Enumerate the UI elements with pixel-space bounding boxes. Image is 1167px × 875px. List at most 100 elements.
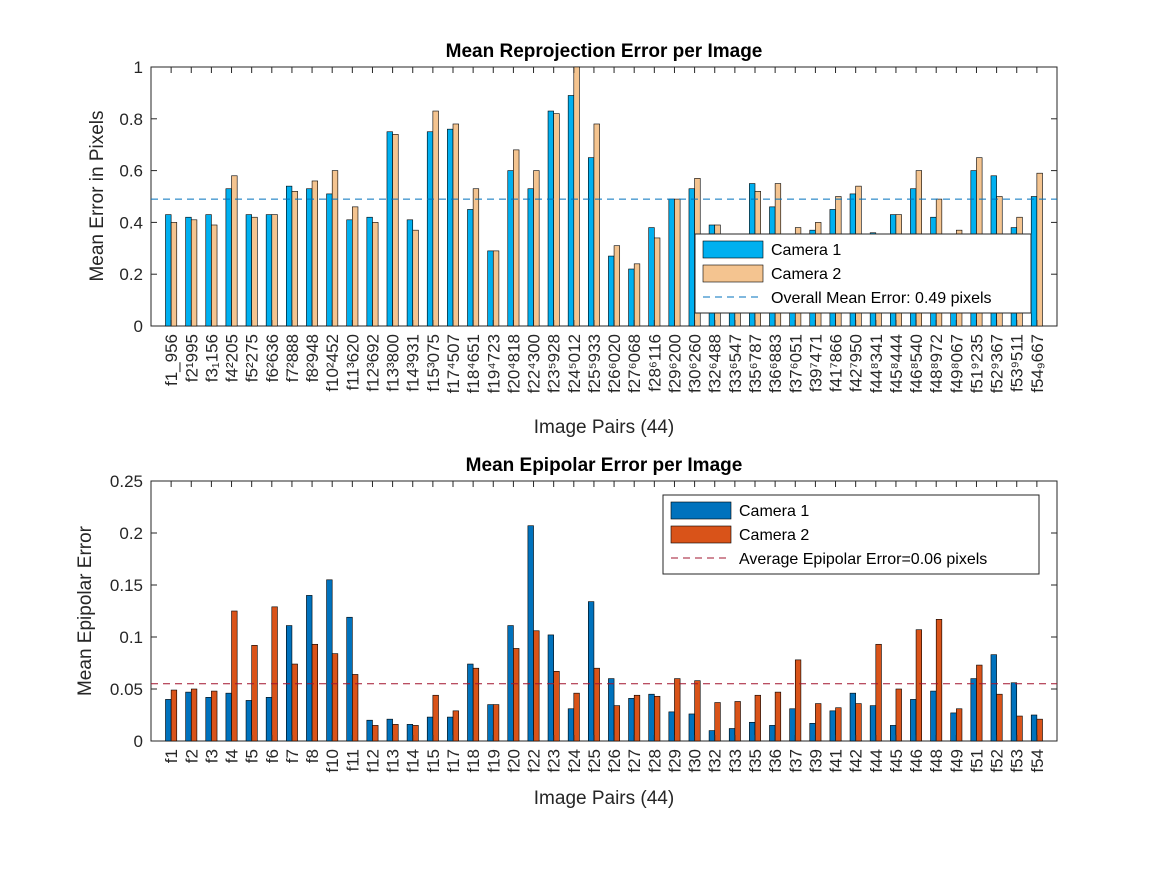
bar-camera-1 bbox=[265, 697, 273, 742]
bar-camera-1 bbox=[1030, 714, 1038, 742]
x-tick-label: f39 bbox=[806, 749, 825, 773]
x-tick-label: f12³692 bbox=[363, 334, 382, 392]
bar-camera-1 bbox=[366, 216, 373, 327]
bar-camera-1 bbox=[547, 110, 554, 327]
legend-reference-label: Overall Mean Error: 0.49 pixels bbox=[771, 290, 992, 307]
bar-camera-2 bbox=[271, 214, 278, 327]
x-tick-label: f19 bbox=[484, 749, 503, 773]
bar-camera-1 bbox=[205, 214, 212, 327]
x-tick-label: f1_956 bbox=[162, 334, 181, 386]
bar-camera-2 bbox=[452, 710, 459, 742]
bar-camera-2 bbox=[654, 237, 661, 327]
bar-camera-2 bbox=[633, 694, 641, 742]
bar-camera-2 bbox=[170, 689, 178, 742]
bar-camera-1 bbox=[648, 227, 655, 327]
bar-camera-2 bbox=[875, 643, 882, 742]
x-tick-label: f42 bbox=[847, 749, 866, 773]
bar-camera-1 bbox=[1030, 196, 1038, 327]
bar-camera-1 bbox=[426, 716, 434, 742]
bar-camera-2 bbox=[412, 725, 419, 742]
x-tick-label: f7²888 bbox=[283, 334, 302, 382]
bar-camera-2 bbox=[835, 707, 842, 742]
bar-camera-2 bbox=[996, 693, 1003, 742]
y-tick-label: 0.1 bbox=[119, 628, 143, 647]
x-tick-label: f28 bbox=[645, 749, 664, 773]
bar-camera-2 bbox=[271, 606, 278, 742]
x-tick-label: f4²205 bbox=[223, 334, 242, 382]
bar-camera-2 bbox=[654, 695, 661, 742]
bar-camera-1 bbox=[628, 268, 635, 327]
bar-camera-1 bbox=[668, 711, 675, 742]
x-tick-label: f37⁶051 bbox=[786, 334, 805, 393]
bar-camera-1 bbox=[809, 723, 816, 742]
x-tick-label: f28⁶116 bbox=[645, 334, 664, 392]
bar-camera-2 bbox=[211, 690, 218, 742]
x-tick-label: f35⁶787 bbox=[746, 334, 765, 393]
bar-camera-1 bbox=[406, 219, 414, 327]
x-tick-label: f48⁸972 bbox=[927, 334, 946, 393]
bar-camera-2 bbox=[231, 175, 238, 327]
x-tick-label: f7 bbox=[283, 749, 302, 763]
bar-camera-1 bbox=[950, 712, 957, 742]
bar-camera-1 bbox=[1010, 682, 1018, 742]
bar-camera-2 bbox=[956, 708, 963, 742]
x-tick-label: f22 bbox=[525, 749, 544, 773]
bar-camera-2 bbox=[1036, 172, 1043, 327]
epipolar-error-chart: Mean Epipolar Error per Image 0 0.05 0.1 0.… bbox=[75, 455, 1058, 809]
x-tick-label: f48 bbox=[927, 749, 946, 773]
bar-camera-1 bbox=[447, 716, 454, 742]
x-tick-label: f30 bbox=[686, 749, 705, 773]
bar-camera-1 bbox=[306, 188, 313, 327]
bar-camera-2 bbox=[392, 134, 399, 327]
bar-camera-1 bbox=[205, 697, 212, 742]
legend-label: Camera 2 bbox=[771, 266, 841, 283]
bar-camera-2 bbox=[976, 664, 983, 742]
x-tick-label: f39⁷471 bbox=[806, 334, 825, 392]
bar-camera-2 bbox=[331, 653, 339, 742]
bar-camera-1 bbox=[346, 219, 353, 327]
bar-camera-2 bbox=[573, 66, 580, 327]
x-tick-label: f25 bbox=[585, 749, 604, 773]
bar-camera-1 bbox=[507, 625, 514, 742]
bar-camera-1 bbox=[648, 693, 655, 742]
bar-camera-1 bbox=[567, 708, 575, 742]
bar-camera-1 bbox=[628, 698, 635, 742]
bar-camera-2 bbox=[190, 219, 198, 327]
bar-camera-2 bbox=[593, 123, 600, 327]
chart-title: Mean Epipolar Error per Image bbox=[466, 455, 743, 476]
bar-camera-2 bbox=[492, 250, 500, 327]
bar-camera-2 bbox=[513, 149, 520, 327]
x-tick-label: f44⁸341 bbox=[867, 334, 886, 393]
x-tick-label: f1 bbox=[162, 749, 181, 763]
bar-camera-1 bbox=[225, 692, 232, 742]
x-tick-label: f3₁156 bbox=[202, 334, 221, 382]
bar-camera-2 bbox=[694, 680, 701, 742]
y-axis-label: Mean Epipolar Error bbox=[75, 525, 96, 696]
x-tick-label: f17⁴507 bbox=[444, 334, 463, 393]
y-tick-label: 0.2 bbox=[119, 524, 143, 543]
x-tick-label: f45⁸444 bbox=[887, 334, 906, 393]
x-tick-label: f36⁶883 bbox=[766, 334, 785, 393]
x-tick-label: f26⁶020 bbox=[605, 334, 624, 393]
x-tick-label: f10²452 bbox=[323, 334, 342, 392]
x-tick-label: f18 bbox=[464, 749, 483, 773]
bar-camera-1 bbox=[708, 730, 716, 742]
x-tick-label: f42⁷950 bbox=[847, 334, 866, 392]
x-axis-label: Image Pairs (44) bbox=[534, 417, 674, 438]
bar-camera-2 bbox=[513, 648, 520, 742]
bar-camera-2 bbox=[472, 188, 480, 327]
bar-camera-2 bbox=[815, 703, 822, 742]
bar-camera-1 bbox=[547, 634, 554, 742]
x-tick-label: f53 bbox=[1008, 749, 1027, 773]
y-tick-label: 1 bbox=[134, 58, 143, 77]
bar-camera-2 bbox=[452, 123, 459, 327]
bar-camera-2 bbox=[915, 629, 923, 742]
bar-camera-1 bbox=[406, 724, 414, 742]
bar-camera-2 bbox=[251, 645, 258, 742]
bar-camera-2 bbox=[170, 222, 178, 327]
bar-camera-1 bbox=[386, 131, 393, 327]
bar-camera-1 bbox=[467, 209, 474, 327]
bar-camera-2 bbox=[734, 701, 741, 742]
x-tick-label: f18⁴651 bbox=[464, 334, 483, 393]
